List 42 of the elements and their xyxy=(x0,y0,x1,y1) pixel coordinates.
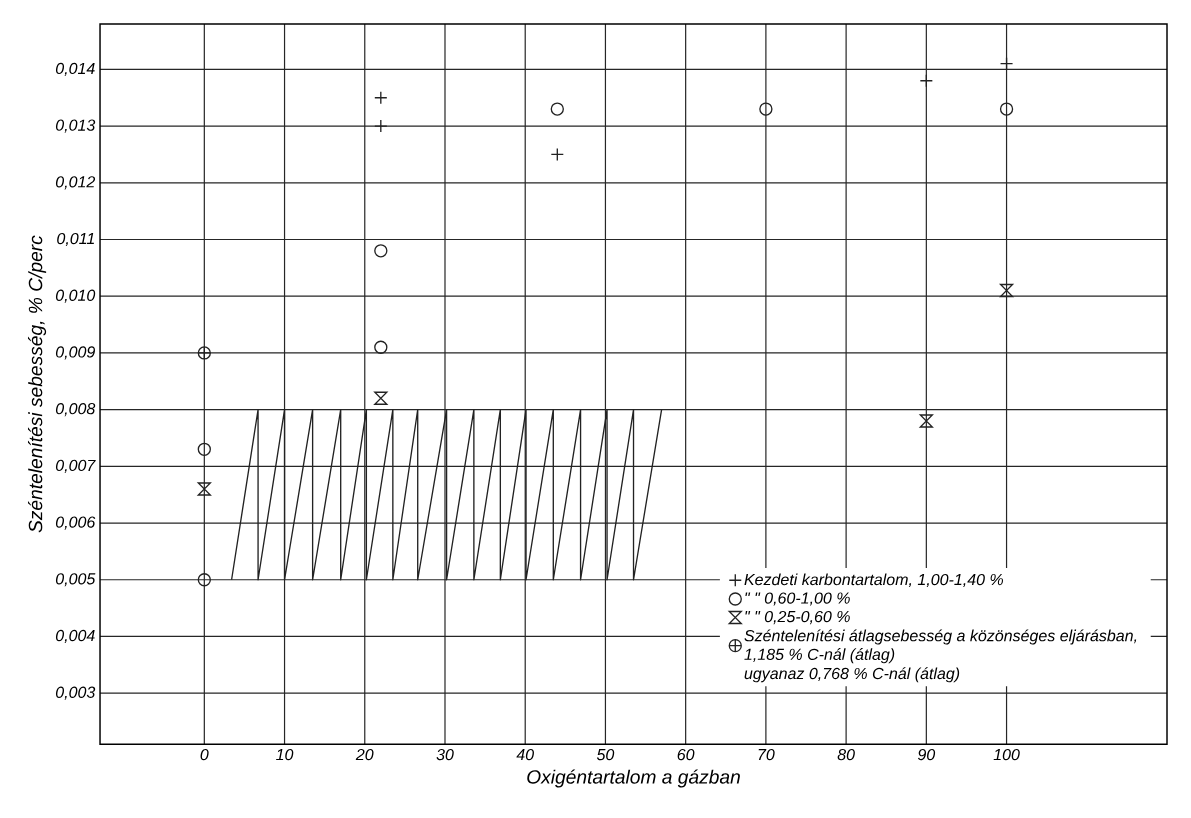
y-tick-label: 0,006 xyxy=(55,516,96,530)
point xyxy=(197,573,211,587)
point xyxy=(197,346,211,360)
point xyxy=(550,102,564,116)
x-tick-label: 60 xyxy=(677,749,695,761)
legend-label: " " 0,25-0,60 % xyxy=(745,611,850,625)
x-tick-label: 0 xyxy=(200,749,209,761)
y-tick-label: 0,004 xyxy=(55,630,95,644)
point xyxy=(999,102,1014,116)
y-tick-label: 0,007 xyxy=(55,459,96,474)
y-tick-label: 0,008 xyxy=(55,403,96,417)
point xyxy=(197,482,211,496)
x-tick-label: 80 xyxy=(837,749,855,761)
x-tick-label: 30 xyxy=(436,749,454,761)
point xyxy=(759,102,773,116)
point xyxy=(374,244,388,258)
y-tick-label: 0,014 xyxy=(55,62,95,77)
x-axis-title: Oxigéntartalom a gázban xyxy=(527,769,740,788)
x-tick-label: 70 xyxy=(758,749,775,761)
y-tick-label: 0,012 xyxy=(55,176,96,190)
point xyxy=(197,442,211,457)
legend-label: " " 0,60-1,00 % xyxy=(745,592,850,606)
x-tick-label: 40 xyxy=(516,749,534,761)
y-tick-label: 0,013 xyxy=(55,119,96,133)
y-tick-label: 0,005 xyxy=(55,573,96,587)
y-tick-label: 0,003 xyxy=(55,686,96,700)
point xyxy=(919,414,934,428)
y-tick-label: 0,010 xyxy=(55,289,96,304)
x-tick-label: 100 xyxy=(993,749,1020,761)
point xyxy=(999,284,1014,298)
point xyxy=(374,340,388,355)
x-tick-label: 10 xyxy=(276,749,294,761)
legend-label: Széntelenítési átlagsebesség a közönséges eljárásban, 1,185 % C-nál (átlag) xyxy=(744,629,1137,664)
y-tick-label: 0,009 xyxy=(55,346,95,360)
y-tick-label: 0,011 xyxy=(57,233,94,247)
x-tick-label: 20 xyxy=(355,749,374,761)
x-tick-label: 90 xyxy=(917,749,936,761)
x-tick-label: 50 xyxy=(596,749,615,761)
annotation: ugyanaz 0,768 % C-nál (átlag) xyxy=(744,667,960,683)
point xyxy=(374,391,388,406)
legend-label: Kezdeti karbontartalom, 1,00-1,40 % xyxy=(744,573,1003,588)
y-axis-title: Széntelenítési sebesség, % C/perc xyxy=(27,235,47,533)
